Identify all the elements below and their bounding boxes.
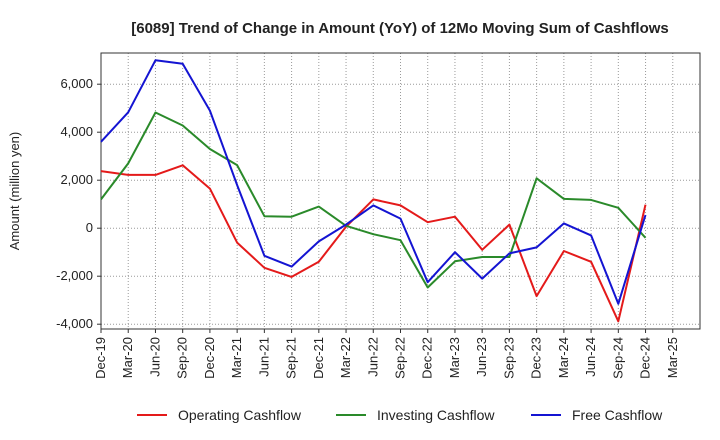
x-tick-label: Mar-22 <box>338 337 353 378</box>
x-tick-label: Jun-20 <box>147 337 162 377</box>
series-line-investing-cashflow <box>100 111 647 289</box>
y-tick-label: 0 <box>86 220 93 235</box>
x-tick-label: Mar-23 <box>447 337 462 378</box>
x-tick-label: Mar-25 <box>665 337 680 378</box>
x-tick-label: Jun-23 <box>474 337 489 377</box>
chart-title: [6089] Trend of Change in Amount (YoY) o… <box>131 20 669 37</box>
y-tick-label: 4,000 <box>60 124 93 139</box>
grid <box>100 53 701 329</box>
x-tick-label: Sep-24 <box>610 337 625 379</box>
x-tick-label: Dec-24 <box>638 337 653 379</box>
x-tick-label: Sep-23 <box>501 337 516 379</box>
legend-label: Operating Cashflow <box>178 407 302 423</box>
x-tick-label: Sep-21 <box>284 337 299 379</box>
x-tick-label: Jun-22 <box>365 337 380 377</box>
x-tick-label: Mar-21 <box>229 337 244 378</box>
y-axis-ticks: -4,000 -2,000 0 2,000 4,000 6,000 <box>56 76 101 331</box>
x-axis-ticks: Dec-19 Mar-20 Jun-20 Sep-20 Dec-20 Mar-21 Jun-… <box>93 329 680 379</box>
x-tick-label: Dec-21 <box>311 337 326 379</box>
legend-label: Free Cashflow <box>572 407 663 423</box>
legend-label: Investing Cashflow <box>377 407 495 423</box>
x-tick-label: Dec-19 <box>93 337 108 379</box>
series-line-free-cashflow <box>100 59 647 305</box>
x-tick-label: Dec-22 <box>420 337 435 379</box>
x-tick-label: Mar-20 <box>120 337 135 378</box>
x-tick-label: Dec-23 <box>529 337 544 379</box>
x-tick-label: Dec-20 <box>202 337 217 379</box>
series-line-operating-cashflow <box>100 164 647 323</box>
y-tick-label: -2,000 <box>56 268 93 283</box>
x-tick-label: Sep-20 <box>175 337 190 379</box>
x-tick-label: Sep-22 <box>393 337 408 379</box>
series-group <box>100 59 647 323</box>
legend: Operating Cashflow Investing Cashflow Free… <box>137 407 663 423</box>
y-axis-label: Amount (million yen) <box>7 132 22 251</box>
x-tick-label: Jun-21 <box>256 337 271 377</box>
y-tick-label: -4,000 <box>56 316 93 331</box>
y-tick-label: 2,000 <box>60 172 93 187</box>
x-tick-label: Mar-24 <box>556 337 571 378</box>
y-tick-label: 6,000 <box>60 76 93 91</box>
x-tick-label: Jun-24 <box>583 337 598 377</box>
